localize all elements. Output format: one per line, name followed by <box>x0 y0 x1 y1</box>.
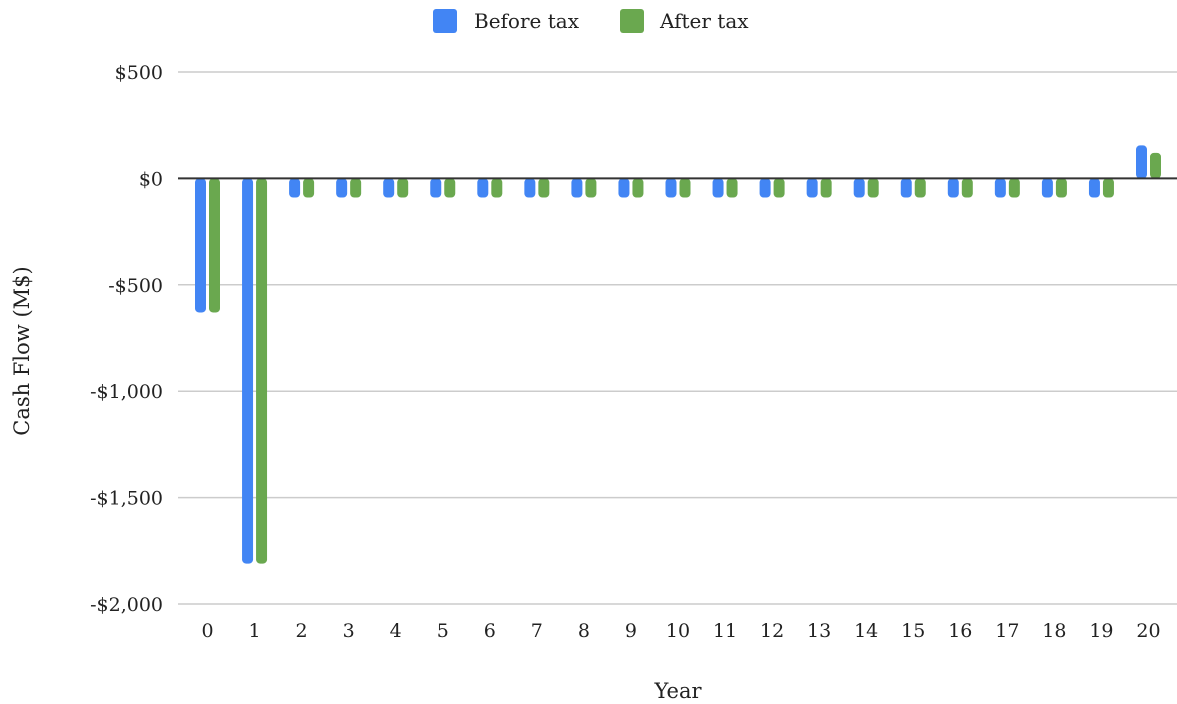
x-tick-label: 15 <box>901 620 925 642</box>
x-tick-label: 7 <box>531 620 543 642</box>
x-tick-label: 0 <box>201 620 213 642</box>
bar-before-tax-year-14[interactable] <box>853 178 865 198</box>
bar-after-tax-year-8[interactable] <box>585 178 597 198</box>
bar-before-tax-year-3[interactable] <box>336 178 348 198</box>
bar-before-tax-year-15[interactable] <box>900 178 912 198</box>
bar-before-tax-year-1[interactable] <box>242 178 254 564</box>
x-tick-label: 14 <box>854 620 878 642</box>
x-axis-tick-labels: 0 1 2 3 4 5 6 7 8 9 10 11 12 13 14 15 16 17 18 19 20 <box>201 620 1160 642</box>
x-axis-title: Year <box>653 679 702 703</box>
bar-after-tax-year-10[interactable] <box>679 178 691 198</box>
bar-before-tax-year-5[interactable] <box>430 178 442 198</box>
y-axis-tick-labels: $500 $0 -$500 -$1,000 -$1,500 -$2,000 <box>90 62 163 616</box>
x-tick-label: 6 <box>484 620 496 642</box>
x-tick-label: 9 <box>625 620 637 642</box>
bar-after-tax-year-11[interactable] <box>726 178 738 198</box>
bar-before-tax-year-17[interactable] <box>994 178 1006 198</box>
bar-before-tax-year-0[interactable] <box>195 178 206 313</box>
y-axis-title: Cash Flow (M$) <box>10 266 34 435</box>
y-tick-label: -$500 <box>108 275 163 297</box>
bar-before-tax-year-8[interactable] <box>571 178 583 198</box>
bar-after-tax-year-13[interactable] <box>820 178 832 198</box>
bar-after-tax-year-9[interactable] <box>632 178 644 198</box>
x-tick-label: 8 <box>578 620 590 642</box>
bar-before-tax-year-4[interactable] <box>383 178 395 198</box>
x-tick-label: 5 <box>437 620 449 642</box>
bar-after-tax-year-19[interactable] <box>1102 178 1114 198</box>
legend-swatch-before-tax <box>433 9 457 33</box>
y-tick-label: $0 <box>139 168 163 190</box>
bar-before-tax-year-7[interactable] <box>524 178 536 198</box>
x-tick-label: 17 <box>995 620 1019 642</box>
bar-before-tax-year-11[interactable] <box>712 178 724 198</box>
bar-after-tax-year-16[interactable] <box>961 178 973 198</box>
x-tick-label: 1 <box>249 620 261 642</box>
x-tick-label: 20 <box>1136 620 1160 642</box>
x-tick-label: 19 <box>1089 620 1113 642</box>
x-tick-label: 18 <box>1042 620 1066 642</box>
bar-after-tax-year-17[interactable] <box>1008 178 1020 198</box>
bar-after-tax-year-12[interactable] <box>773 178 785 198</box>
bar-before-tax-year-18[interactable] <box>1041 178 1053 198</box>
bar-after-tax-year-5[interactable] <box>444 178 456 198</box>
y-tick-label: -$2,000 <box>90 594 163 616</box>
gridlines <box>178 71 1177 605</box>
y-tick-label: -$1,000 <box>90 381 163 403</box>
bar-after-tax-year-2[interactable] <box>303 178 315 198</box>
legend-label-before-tax[interactable]: Before tax <box>474 9 580 33</box>
bar-before-tax-year-6[interactable] <box>477 178 489 198</box>
legend-label-after-tax[interactable]: After tax <box>659 9 749 33</box>
x-tick-label: 11 <box>713 620 737 642</box>
bar-after-tax-year-1[interactable] <box>256 178 268 564</box>
bar-before-tax-year-12[interactable] <box>759 178 771 198</box>
x-tick-label: 16 <box>948 620 972 642</box>
bar-before-tax-year-2[interactable] <box>289 178 301 198</box>
x-tick-label: 4 <box>390 620 402 642</box>
x-tick-label: 10 <box>666 620 690 642</box>
bar-after-tax-year-0[interactable] <box>209 178 220 313</box>
x-tick-label: 12 <box>760 620 784 642</box>
bar-before-tax-year-20[interactable] <box>1136 145 1147 179</box>
bar-after-tax-year-20[interactable] <box>1150 152 1161 179</box>
bar-after-tax-year-7[interactable] <box>538 178 550 198</box>
bar-before-tax-year-9[interactable] <box>618 178 630 198</box>
x-tick-label: 3 <box>343 620 355 642</box>
y-tick-label: $500 <box>115 62 163 84</box>
bar-after-tax-year-6[interactable] <box>491 178 503 198</box>
legend-swatch-after-tax <box>620 9 644 33</box>
x-tick-label: 13 <box>807 620 831 642</box>
bar-before-tax-year-13[interactable] <box>806 178 818 198</box>
bar-before-tax-year-10[interactable] <box>665 178 677 198</box>
y-tick-label: -$1,500 <box>90 488 163 510</box>
bar-before-tax-year-19[interactable] <box>1088 178 1100 198</box>
legend[interactable]: Before tax After tax <box>433 9 749 33</box>
bar-after-tax-year-3[interactable] <box>350 178 362 198</box>
bar-after-tax-year-4[interactable] <box>397 178 409 198</box>
bar-after-tax-year-15[interactable] <box>914 178 926 198</box>
x-tick-label: 2 <box>296 620 308 642</box>
bars <box>195 145 1161 564</box>
bar-after-tax-year-18[interactable] <box>1055 178 1067 198</box>
bar-after-tax-year-14[interactable] <box>867 178 879 198</box>
bar-before-tax-year-16[interactable] <box>947 178 959 198</box>
